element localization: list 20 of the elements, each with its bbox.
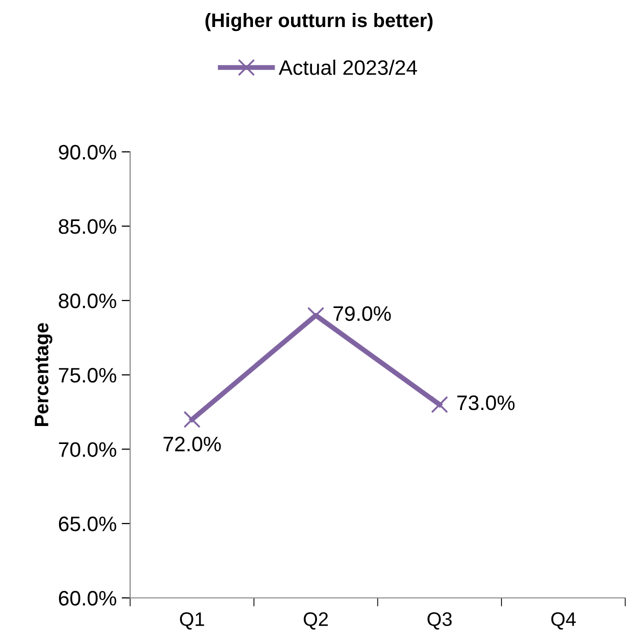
x-tick-label: Q4 — [551, 612, 576, 630]
y-tick-label: 65.0% — [58, 516, 116, 532]
point — [431, 396, 448, 414]
y-tick-label: 85.0% — [58, 219, 116, 234]
data-label: 72.0% — [164, 436, 221, 452]
y-tick-label: 70.0% — [58, 442, 116, 457]
chart-title: (Higher outturn is better) — [205, 12, 433, 32]
y-tick-label: 80.0% — [58, 294, 116, 308]
x-tick-label: Q2 — [304, 612, 328, 630]
x-tick-label: Q3 — [428, 612, 452, 630]
point — [307, 306, 324, 324]
y-axis-title: Percentage — [34, 323, 52, 426]
legend-label: Actual 2023/24 — [278, 60, 418, 76]
data-label: 73.0% — [457, 395, 515, 410]
y-tick-label: 60.0% — [58, 590, 116, 606]
data-label: 79.0% — [334, 306, 391, 321]
y-tick-label: 90.0% — [58, 144, 116, 160]
x-tick-label: Q1 — [180, 612, 204, 630]
point — [183, 410, 201, 428]
y-tick-label: 75.0% — [58, 368, 116, 383]
